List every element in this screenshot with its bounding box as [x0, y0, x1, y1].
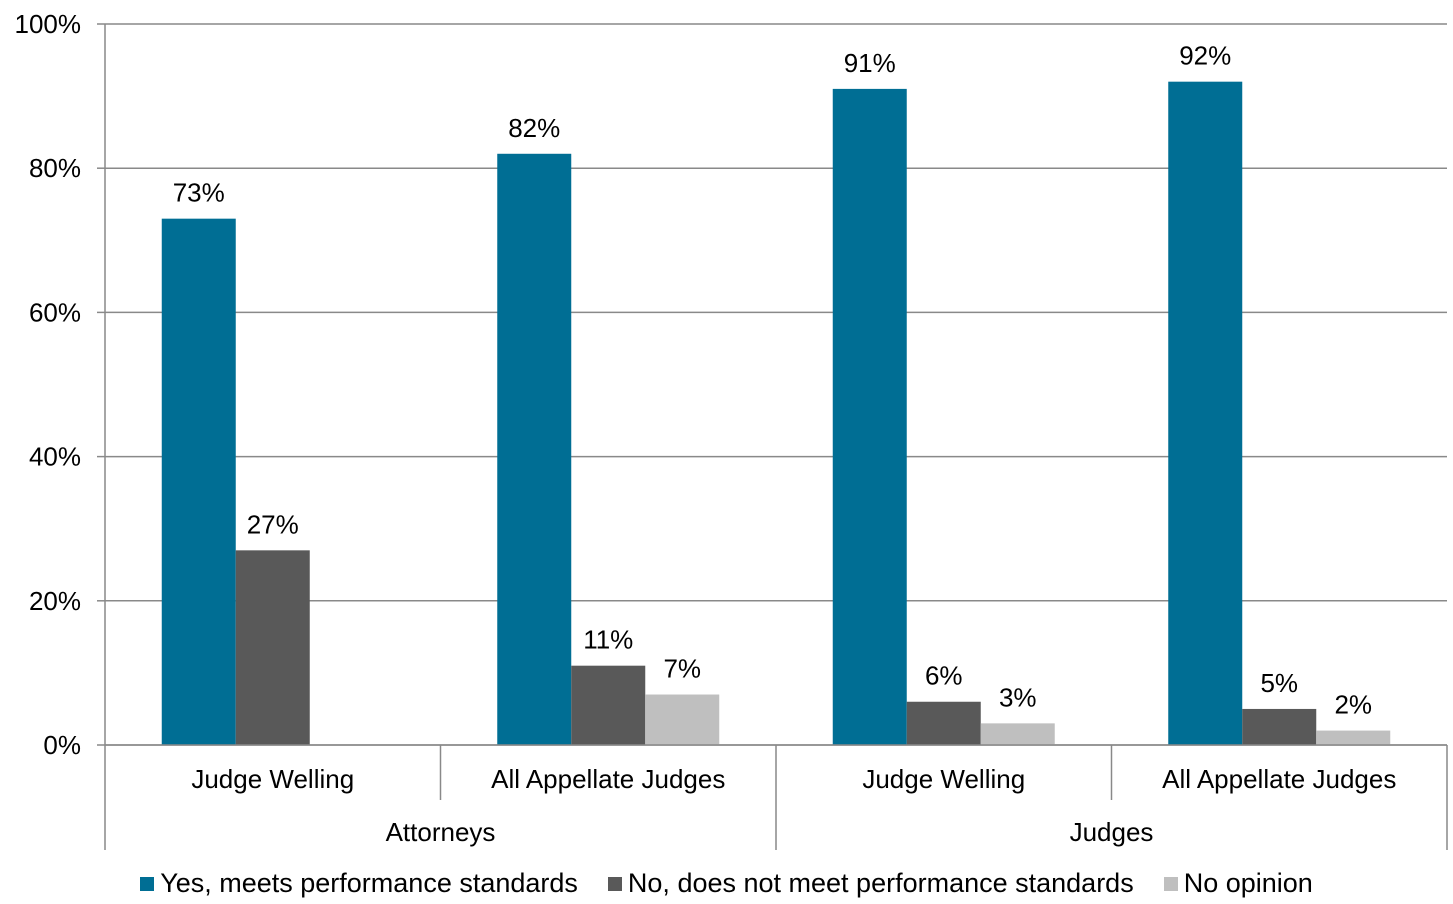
x-tick-label: All Appellate Judges — [491, 764, 725, 794]
data-label: 11% — [583, 625, 633, 655]
bar — [571, 665, 646, 745]
bar — [1168, 81, 1243, 746]
data-label: 6% — [925, 661, 963, 691]
data-label: 5% — [1260, 668, 1298, 698]
bar — [906, 701, 981, 745]
data-label: 91% — [844, 48, 896, 78]
x-tick-label: Judge Welling — [862, 764, 1025, 794]
legend-item: No, does not meet performance standards — [607, 868, 1134, 899]
bar — [235, 550, 310, 745]
bar-chart-svg: 0% 20% 40% 60% 80% 100% 73% 82% 91% 92% 27% 11% 6% 5%… — [15, 9, 1448, 850]
data-label: 82% — [508, 113, 560, 143]
data-label: 27% — [247, 509, 299, 539]
data-label: 73% — [173, 178, 225, 208]
x-tick-label: Judge Welling — [191, 764, 354, 794]
legend-label: No, does not meet performance standards — [627, 868, 1134, 898]
legend: Yes, meets performance standards No, does… — [0, 868, 1453, 899]
legend-label: Yes, meets performance standards — [160, 868, 578, 898]
bar — [832, 88, 907, 745]
group-label: Attorneys — [386, 817, 496, 847]
y-tick-label: 0% — [43, 730, 81, 760]
y-tick-label: 100% — [15, 9, 82, 39]
legend-label: No opinion — [1183, 868, 1313, 898]
bar — [1242, 708, 1317, 745]
data-label: 92% — [1179, 41, 1231, 71]
legend-swatch — [607, 876, 622, 891]
legend-swatch — [1163, 876, 1178, 891]
bar — [980, 723, 1055, 745]
data-label: 2% — [1334, 690, 1372, 720]
legend-item: Yes, meets performance standards — [140, 868, 578, 899]
legend-item: No opinion — [1163, 868, 1313, 899]
data-label: 3% — [999, 682, 1037, 712]
bar — [645, 694, 720, 745]
bar — [497, 153, 572, 745]
bar — [1316, 730, 1391, 745]
data-label: 7% — [663, 654, 701, 684]
group-label: Judges — [1070, 817, 1154, 847]
legend-swatch — [140, 876, 155, 891]
x-tick-label: All Appellate Judges — [1162, 764, 1396, 794]
y-tick-label: 80% — [29, 153, 81, 183]
y-tick-label: 40% — [29, 442, 81, 472]
y-tick-label: 20% — [29, 586, 81, 616]
y-tick-label: 60% — [29, 297, 81, 327]
bar — [161, 218, 236, 746]
